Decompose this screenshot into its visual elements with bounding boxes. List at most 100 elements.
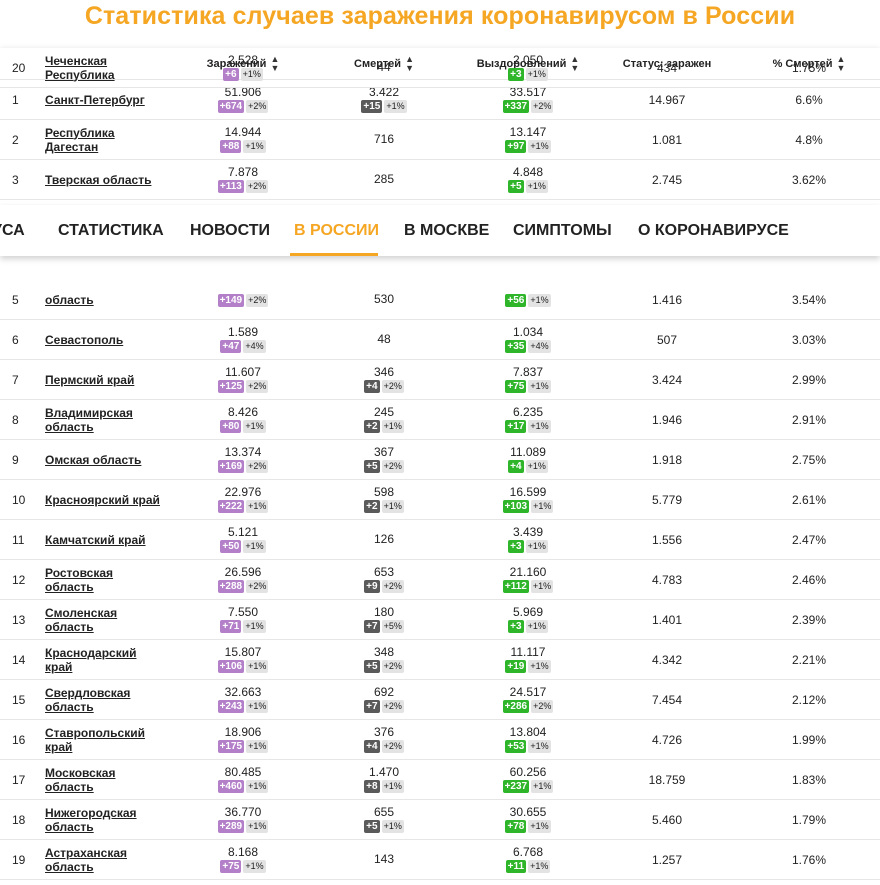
- nav-item-3[interactable]: В РОССИИ: [294, 222, 380, 239]
- infections-delta-badge: +243: [217, 700, 245, 713]
- recovered-cell: 1.034 +35 +4%: [470, 320, 586, 359]
- deaths-value: 655: [373, 805, 395, 819]
- header-infections[interactable]: Заражений ▲ ▼: [186, 48, 300, 79]
- recovered-delta-badge: +3: [508, 540, 524, 553]
- header-active-label: Статус: заражен: [622, 57, 712, 70]
- rank-number: 7: [12, 372, 19, 387]
- infections-cell: 26.596 +288 +2%: [186, 560, 300, 599]
- region-link[interactable]: Краснодарский край: [45, 645, 137, 674]
- active-cases-value: 18.759: [648, 772, 686, 787]
- active-cases-cell: 7.454: [610, 680, 724, 719]
- recovered-value: 3.439: [512, 525, 544, 539]
- rank-number: 3: [12, 172, 19, 187]
- infections-cell: 80.485 +460 +1%: [186, 760, 300, 799]
- death-rate-cell: 2.12%: [752, 680, 866, 719]
- region-name: Севастополь: [45, 320, 165, 359]
- region-link[interactable]: Севастополь: [45, 332, 124, 347]
- region-link[interactable]: Свердловская область: [45, 685, 131, 714]
- region-link[interactable]: Ставропольский край: [45, 725, 145, 754]
- nav-item-2[interactable]: НОВОСТИ: [190, 222, 271, 239]
- row-rank: 9: [12, 440, 42, 479]
- region-name: Пермский край: [45, 360, 165, 399]
- death-rate-value: 2.99%: [791, 372, 827, 387]
- region-link[interactable]: Пермский край: [45, 372, 135, 387]
- region-link[interactable]: Чеченская Республика: [45, 53, 115, 82]
- table-row: 20 Чеченская Республика 2.528 +6 +1% 44 2.050 +…: [0, 48, 880, 88]
- sort-icon[interactable]: ▲ ▼: [405, 53, 414, 73]
- region-link[interactable]: Омская область: [45, 452, 142, 467]
- region-link[interactable]: Ростовская область: [45, 565, 114, 594]
- death-rate-cell: 2.21%: [752, 640, 866, 679]
- active-cases-cell: 2.745: [610, 160, 724, 199]
- deaths-percent-badge: +1%: [381, 500, 404, 513]
- table-row: 1 Санкт-Петербург 51.906 +674 +2% 3.422 +15 +1%…: [0, 80, 880, 120]
- recovered-percent-badge: +2%: [531, 700, 554, 713]
- sort-icon[interactable]: ▲ ▼: [836, 53, 846, 73]
- death-rate-cell: 4.8%: [752, 120, 866, 159]
- recovered-badges: +78 +1%: [505, 820, 551, 833]
- infections-value: 18.906: [224, 725, 262, 739]
- recovered-delta-badge: +75: [505, 380, 527, 393]
- header-death-pct[interactable]: % Смертей ▲ ▼: [752, 48, 866, 79]
- region-link[interactable]: Санкт-Петербург: [45, 92, 145, 107]
- region-link[interactable]: Тверская область: [45, 172, 152, 187]
- region-link[interactable]: Смоленская область: [45, 605, 118, 634]
- table-row: 5 область +149 +2% 530 +56 +1% 1.416 3.54%: [0, 280, 880, 320]
- recovered-percent-badge: +1%: [528, 380, 551, 393]
- nav-item-6[interactable]: О КОРОНАВИРУСЕ: [638, 222, 789, 239]
- active-cases-cell: 14.967: [610, 80, 724, 119]
- region-link[interactable]: Московская область: [45, 765, 116, 794]
- deaths-cell: 3.422 +15 +1%: [326, 80, 442, 119]
- region-link[interactable]: Астраханская область: [45, 845, 128, 874]
- infections-value: 51.906: [224, 85, 262, 99]
- infections-cell: 22.976 +222 +1%: [186, 480, 300, 519]
- recovered-badges: +56 +1%: [505, 293, 551, 307]
- region-name: Камчатский край: [45, 520, 165, 559]
- nav-item-0[interactable]: УСА: [0, 222, 25, 239]
- header-recovered-label: Выздоровлений: [476, 57, 567, 70]
- infections-badges: +175 +1%: [217, 740, 269, 753]
- active-cases-value: 14.967: [648, 92, 686, 107]
- region-link[interactable]: Владимирская область: [45, 405, 133, 434]
- recovered-badges: +237 +1%: [502, 780, 554, 793]
- recovered-badges: +4 +1%: [508, 460, 548, 473]
- death-rate-cell: 1.76%: [752, 840, 866, 879]
- row-rank: 10: [12, 480, 42, 519]
- recovered-cell: 21.160 +112 +1%: [470, 560, 586, 599]
- rank-number: 16: [12, 732, 26, 747]
- table-row: 18 Нижегородская область 36.770 +289 +1% 655 +…: [0, 800, 880, 840]
- table-row: 12 Ростовская область 26.596 +288 +2% 653 +9 +2…: [0, 560, 880, 600]
- infections-percent-badge: +1%: [246, 660, 269, 673]
- nav-item-5[interactable]: СИМПТОМЫ: [513, 222, 612, 239]
- row-rank: 18: [12, 800, 42, 839]
- recovered-value: 11.117: [510, 645, 546, 659]
- infections-percent-badge: +1%: [243, 420, 266, 433]
- region-link[interactable]: Красноярский край: [45, 492, 160, 507]
- recovered-percent-badge: +1%: [525, 180, 548, 193]
- recovered-value: 13.804: [509, 725, 547, 739]
- region-link[interactable]: Республика Дагестан: [45, 125, 115, 154]
- region-link[interactable]: область: [45, 292, 94, 307]
- sort-icon[interactable]: ▲ ▼: [270, 53, 280, 73]
- infections-delta-badge: +80: [220, 420, 242, 433]
- table-row: 17 Московская область 80.485 +460 +1% 1.470 +8…: [0, 760, 880, 800]
- row-rank: 20: [12, 48, 42, 87]
- table-row: 3 Тверская область 7.878 +113 +2% 285 4.848 +5 +…: [0, 160, 880, 200]
- header-deaths[interactable]: Смертей ▲ ▼: [326, 48, 442, 79]
- recovered-cell: 6.235 +17 +1%: [470, 400, 586, 439]
- region-link[interactable]: Камчатский край: [45, 532, 146, 547]
- region-link[interactable]: Нижегородская область: [45, 805, 137, 834]
- deaths-delta-badge: +5: [364, 660, 380, 673]
- recovered-value: 33.517: [509, 85, 547, 99]
- deaths-delta-badge: +7: [364, 700, 380, 713]
- sort-icon[interactable]: ▲ ▼: [570, 53, 580, 73]
- infections-percent-badge: +4%: [243, 340, 266, 353]
- nav-item-1[interactable]: СТАТИСТИКА: [58, 222, 164, 239]
- table-row: 13 Смоленская область 7.550 +71 +1% 180 +7 +5% 5…: [0, 600, 880, 640]
- recovered-percent-badge: +1%: [531, 500, 554, 513]
- infections-value: 11.607: [225, 365, 261, 379]
- header-recovered[interactable]: Выздоровлений ▲ ▼: [470, 48, 586, 79]
- nav-item-4[interactable]: В МОСКВЕ: [404, 222, 490, 239]
- infections-percent-badge: +1%: [246, 780, 269, 793]
- death-rate-cell: 2.39%: [752, 600, 866, 639]
